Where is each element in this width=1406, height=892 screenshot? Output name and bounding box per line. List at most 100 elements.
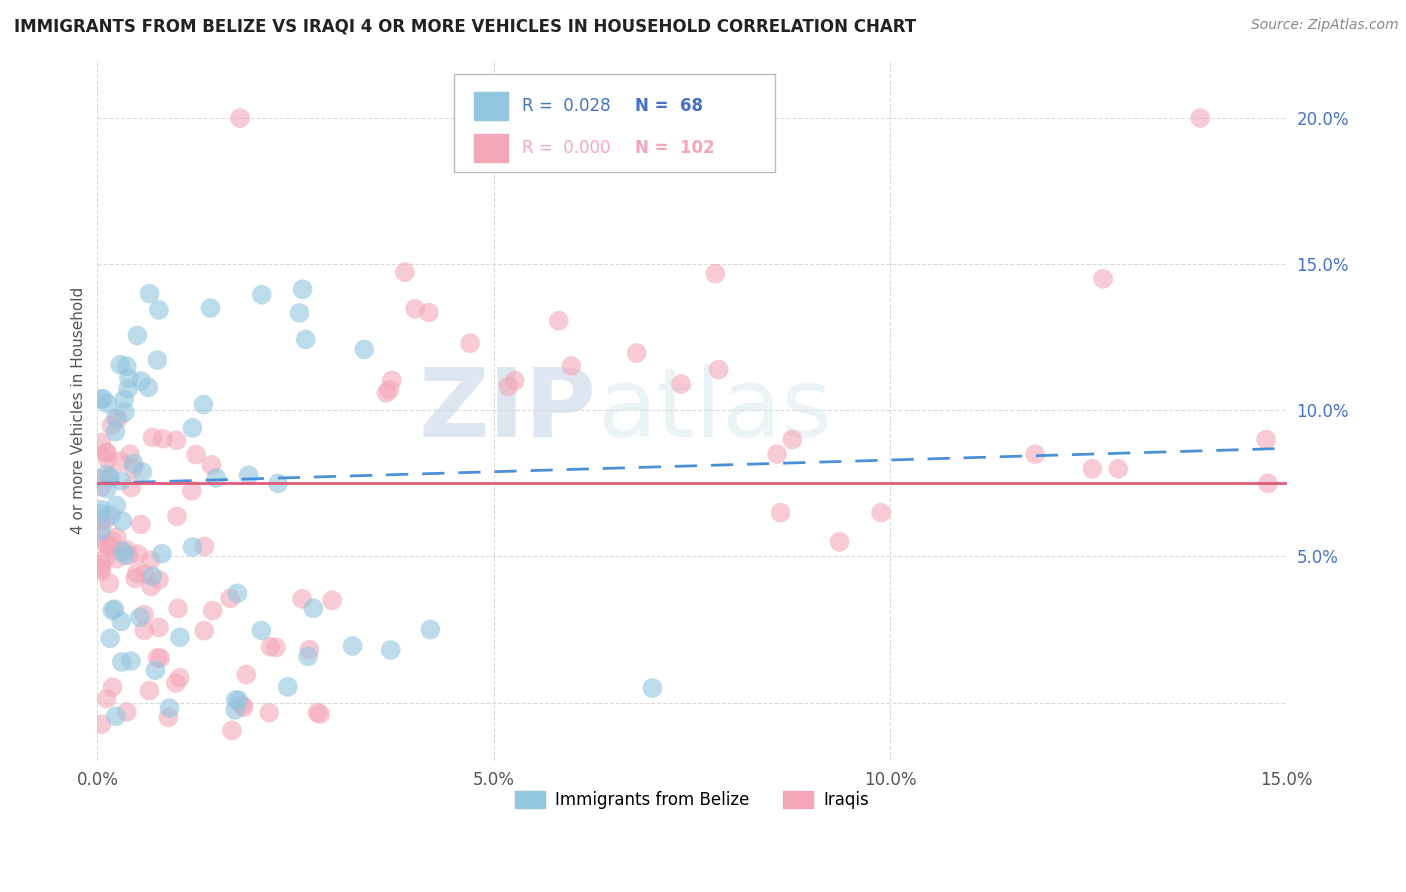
Point [226, 586, 249, 600]
Point [641, 681, 664, 695]
Point [148, 573, 170, 587]
Point [118, 371, 141, 385]
Point [766, 447, 789, 461]
Point [264, 640, 287, 655]
Point [704, 267, 727, 281]
Point [90, 503, 112, 517]
Point [547, 313, 569, 327]
Point [90, 507, 112, 521]
Point [291, 591, 314, 606]
Point [118, 447, 141, 461]
Text: N =  102: N = 102 [636, 139, 714, 157]
Text: R =  0.028: R = 0.028 [522, 97, 610, 115]
Point [200, 458, 222, 472]
Point [1081, 462, 1104, 476]
Point [96, 446, 118, 460]
Point [139, 580, 162, 594]
Point [90, 513, 112, 527]
Point [110, 615, 132, 629]
Point [100, 539, 122, 553]
Point [828, 534, 851, 549]
Point [498, 379, 520, 393]
Point [134, 624, 156, 638]
Point [136, 380, 159, 394]
Point [134, 566, 156, 581]
Point [225, 693, 247, 707]
Point [418, 305, 440, 319]
Point [118, 549, 141, 563]
Point [98, 470, 121, 484]
Point [111, 655, 134, 669]
Point [157, 710, 180, 724]
Point [90, 717, 112, 731]
Point [159, 701, 181, 715]
Point [180, 483, 202, 498]
Point [120, 654, 142, 668]
Point [307, 706, 329, 720]
Point [90, 471, 112, 485]
Point [132, 607, 155, 622]
Point [98, 469, 121, 483]
Point [560, 359, 582, 373]
Point [219, 591, 242, 606]
Point [96, 467, 118, 482]
Point [139, 553, 162, 567]
Point [394, 265, 416, 279]
Point [228, 693, 250, 707]
Point [125, 566, 148, 581]
Point [105, 499, 128, 513]
Point [110, 358, 132, 372]
Point [91, 392, 114, 406]
Point [146, 353, 169, 368]
Point [96, 445, 118, 459]
Point [231, 698, 253, 713]
Point [90, 392, 112, 407]
Point [110, 474, 132, 488]
Point [104, 425, 127, 439]
Point [127, 547, 149, 561]
Point [669, 376, 692, 391]
Point [870, 506, 893, 520]
Bar [474, 134, 508, 162]
Point [769, 506, 792, 520]
Point [1024, 447, 1046, 461]
Point [378, 383, 401, 397]
Point [181, 540, 204, 554]
Point [1189, 111, 1212, 125]
Point [96, 550, 118, 565]
Point [129, 517, 152, 532]
Point [224, 703, 246, 717]
Point [375, 385, 398, 400]
Point [291, 282, 314, 296]
Point [458, 336, 481, 351]
Point [380, 643, 402, 657]
Point [294, 333, 316, 347]
Point [101, 534, 124, 549]
Point [101, 603, 124, 617]
Point [104, 709, 127, 723]
Point [127, 328, 149, 343]
Point [96, 482, 118, 496]
Point [321, 593, 343, 607]
Bar [474, 92, 508, 120]
Point [193, 540, 215, 554]
Point [259, 640, 281, 654]
Point [250, 287, 273, 301]
Point [114, 548, 136, 562]
Point [138, 286, 160, 301]
Point [298, 642, 321, 657]
Point [90, 557, 112, 571]
Point [201, 604, 224, 618]
Point [1256, 433, 1278, 447]
Point [122, 457, 145, 471]
Point [117, 382, 139, 396]
Point [90, 524, 112, 538]
Point [503, 374, 526, 388]
Point [148, 620, 170, 634]
Point [193, 397, 215, 411]
Point [353, 343, 375, 357]
Point [205, 471, 228, 485]
Text: atlas: atlas [596, 364, 832, 457]
Legend: Immigrants from Belize, Iraqis: Immigrants from Belize, Iraqis [509, 784, 876, 816]
Point [309, 706, 332, 721]
